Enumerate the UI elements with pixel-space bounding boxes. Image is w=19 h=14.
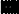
- Text: PlotSoft (c) 2007: PlotSoft (c) 2007: [3, 4, 19, 14]
- Text: $V_{\mathrm{ds}}$$ = 0.1\ \mathrm{V}$: $V_{\mathrm{ds}}$$ = 0.1\ \mathrm{V}$: [5, 0, 19, 14]
